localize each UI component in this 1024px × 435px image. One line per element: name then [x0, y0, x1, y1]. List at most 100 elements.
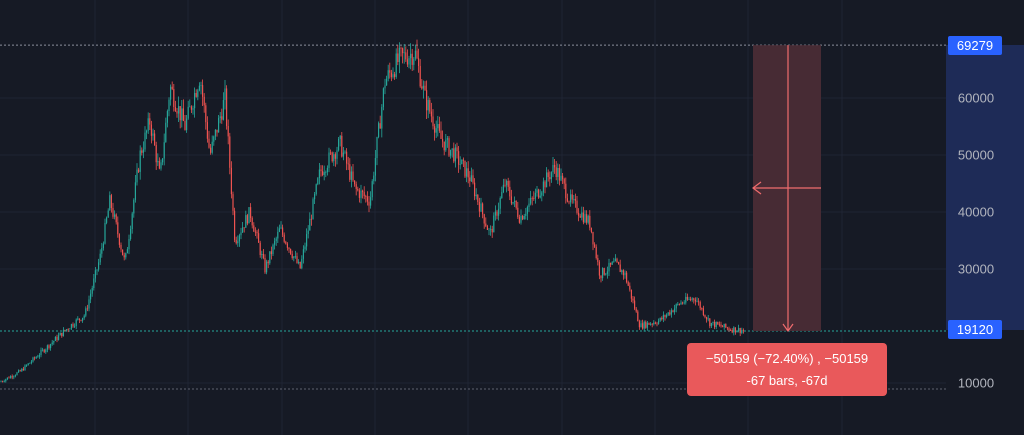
candle-body	[421, 86, 423, 89]
candle-body	[600, 275, 602, 279]
candle-body	[186, 118, 188, 131]
candle-body	[80, 319, 82, 321]
candle-body	[373, 175, 375, 182]
candle-body	[587, 215, 589, 223]
candle-body	[147, 118, 149, 131]
candle-body	[155, 145, 157, 163]
candle-body	[555, 167, 557, 178]
candle-body	[723, 323, 725, 328]
candle-body	[310, 218, 312, 220]
candle-body	[282, 227, 284, 235]
candle-body	[418, 58, 420, 66]
candle-body	[430, 111, 432, 117]
candle-body	[491, 228, 493, 233]
candle-body	[122, 249, 124, 256]
candle-body	[125, 253, 127, 258]
candle-body	[477, 194, 479, 202]
candle-body	[739, 328, 741, 334]
candle-body	[314, 194, 316, 200]
candle-body	[402, 48, 404, 54]
candle-body	[117, 222, 119, 235]
candle-body	[315, 184, 317, 195]
candle-body	[53, 340, 55, 343]
candle-body	[110, 195, 112, 209]
candle-body	[318, 169, 320, 179]
candle-body	[195, 92, 197, 97]
candle-body	[738, 328, 740, 332]
candle-body	[634, 300, 636, 309]
candle-body	[274, 241, 276, 245]
candle-body	[606, 271, 608, 274]
candle-body	[563, 179, 565, 184]
candle-body	[114, 214, 116, 217]
candle-body	[254, 231, 256, 233]
candle-body	[552, 164, 554, 173]
candle-body	[429, 100, 431, 112]
candle-body	[598, 261, 600, 276]
candle-body	[96, 269, 98, 271]
candle-body	[643, 321, 645, 329]
candle-body	[150, 124, 152, 136]
candle-body	[78, 318, 80, 320]
candle-body	[621, 270, 623, 273]
price-axis-panel[interactable]	[946, 45, 1024, 330]
candle-body	[219, 116, 221, 119]
candle-body	[269, 251, 271, 264]
candle-body	[90, 293, 92, 300]
candle-body	[106, 217, 108, 223]
candle-body	[104, 222, 106, 244]
candle-body	[174, 107, 176, 112]
candle-body	[728, 328, 730, 331]
candle-body	[70, 324, 72, 329]
candle-body	[56, 336, 58, 340]
candle-body	[29, 362, 31, 364]
candle-body	[267, 261, 269, 264]
candle-body	[200, 85, 202, 86]
candle-body	[693, 298, 695, 300]
candle-body	[32, 357, 34, 362]
candle-body	[490, 228, 492, 230]
candle-body	[354, 180, 356, 185]
candle-body	[344, 151, 346, 153]
measurement-bars-text: -67 bars, -67d	[746, 373, 828, 388]
candle-body	[309, 218, 311, 231]
candle-body	[128, 239, 130, 250]
candle-body	[653, 322, 655, 325]
candle-body	[101, 247, 103, 254]
candle-body	[146, 130, 148, 133]
measure-left-arrow	[752, 181, 762, 195]
candle-body	[258, 233, 260, 243]
candle-body	[43, 349, 45, 353]
candle-body	[475, 194, 477, 197]
candle-body	[592, 231, 594, 245]
candle-body	[152, 133, 154, 136]
candle-body	[370, 197, 372, 206]
candle-body	[34, 357, 36, 359]
candle-body	[173, 89, 175, 108]
candle-body	[470, 175, 472, 182]
candle-body	[302, 249, 304, 259]
candle-body	[534, 192, 536, 199]
candle-body	[294, 256, 296, 257]
candle-body	[478, 201, 480, 212]
candle-body	[584, 214, 586, 223]
candle-body	[437, 124, 439, 129]
candle-body	[720, 324, 722, 327]
candle-body	[246, 215, 248, 224]
candle-body	[408, 58, 410, 65]
candle-body	[368, 201, 370, 206]
candle-body	[579, 215, 581, 218]
candle-body	[14, 375, 16, 377]
candle-body	[62, 329, 64, 337]
candle-body	[742, 330, 744, 332]
candle-body	[358, 190, 360, 198]
candle-body	[536, 189, 538, 193]
candle-body	[22, 368, 24, 371]
candle-body	[416, 50, 418, 59]
candle-body	[390, 72, 392, 78]
candle-body	[222, 100, 224, 120]
candle-body	[333, 154, 335, 162]
candle-body	[698, 301, 700, 303]
candle-body	[630, 289, 632, 299]
